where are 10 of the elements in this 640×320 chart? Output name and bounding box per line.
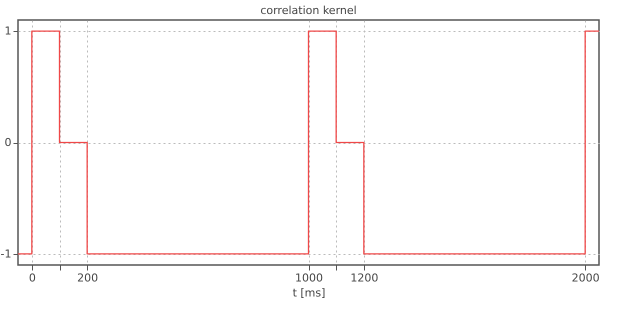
x-tick-label: 2000: [572, 272, 600, 284]
y-tick-label: -1: [0, 247, 12, 260]
x-tick-label: 0: [28, 272, 36, 284]
x-axis-title: t [ms]: [292, 286, 326, 300]
y-tick-label: 0: [4, 136, 12, 149]
x-tick-label: 1000: [295, 272, 323, 284]
y-tick-label: 1: [4, 24, 12, 38]
chart-title: correlation kernel: [260, 4, 357, 17]
x-tick-label: 1200: [350, 272, 378, 284]
x-tick-label: 200: [77, 272, 98, 284]
